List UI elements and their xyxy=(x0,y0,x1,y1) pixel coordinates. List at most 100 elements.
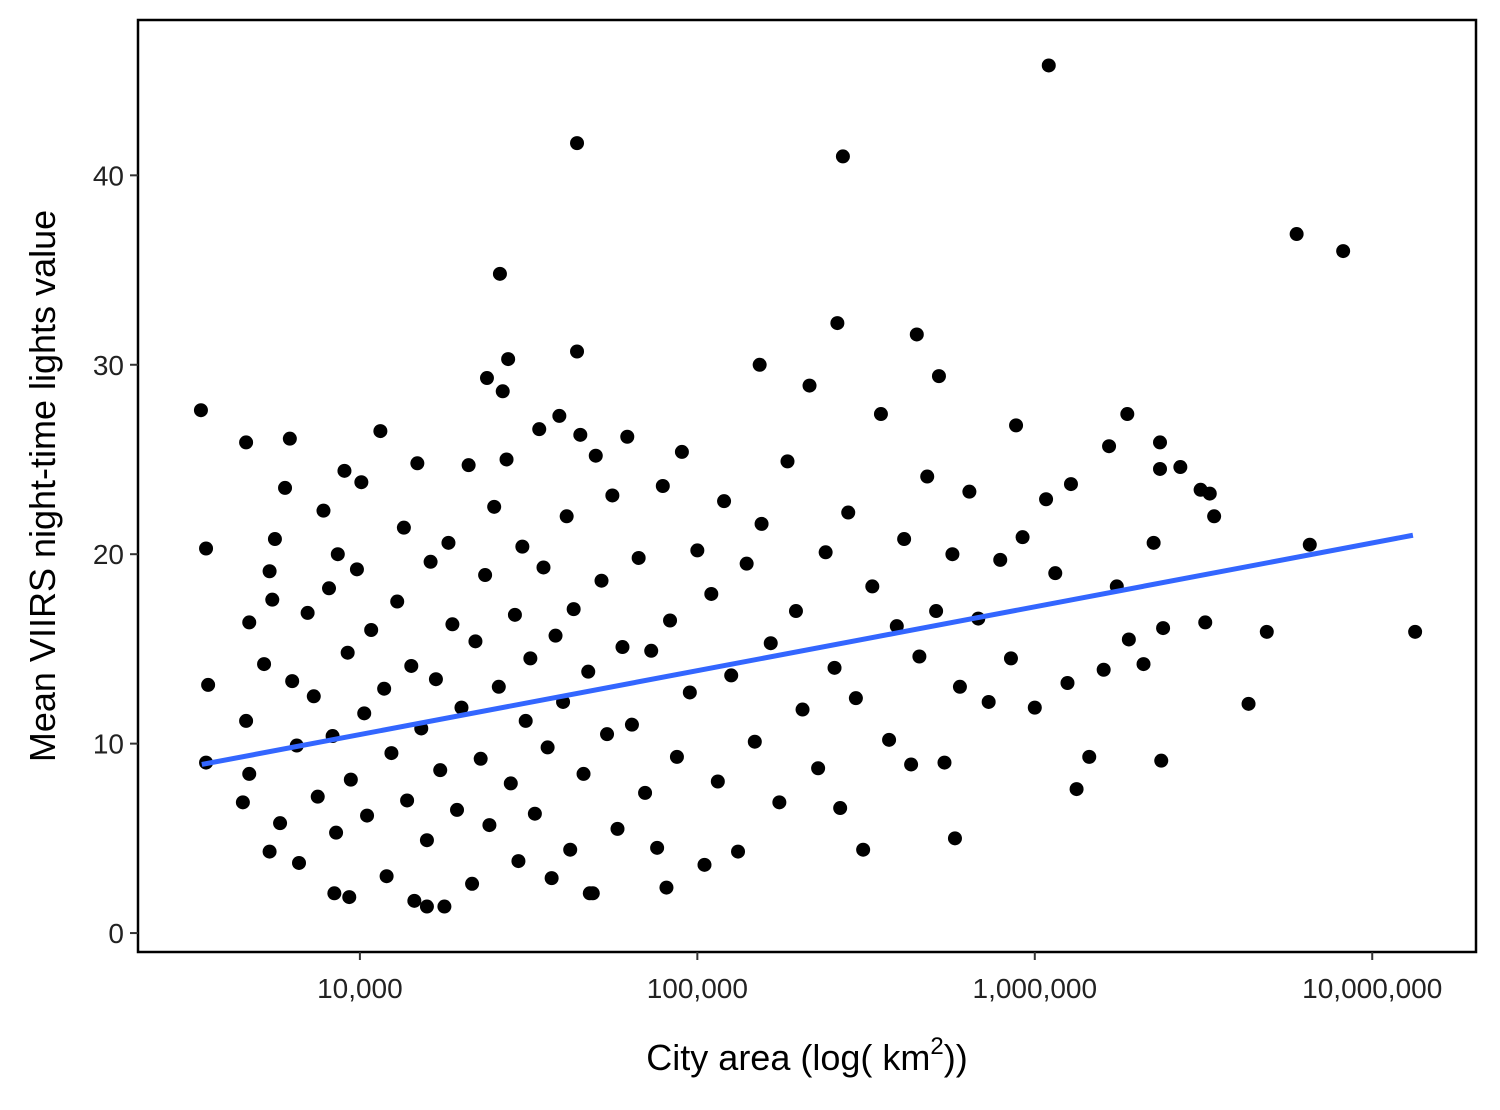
point xyxy=(754,516,769,531)
y-tick-label: 30 xyxy=(93,350,124,381)
point xyxy=(912,649,927,664)
point xyxy=(624,717,639,732)
x-tick-label: 10,000,000 xyxy=(1302,973,1442,1004)
point xyxy=(278,480,293,495)
point xyxy=(993,552,1008,567)
point xyxy=(570,344,585,359)
point xyxy=(605,488,620,503)
point xyxy=(1259,624,1274,639)
point xyxy=(1153,461,1168,476)
point xyxy=(739,556,754,571)
point xyxy=(1202,486,1217,501)
point xyxy=(404,658,419,673)
point xyxy=(1082,749,1097,764)
point xyxy=(492,266,507,281)
point xyxy=(377,681,392,696)
point xyxy=(674,444,689,459)
point xyxy=(897,532,912,547)
y-axis-title: Mean VIIRS night-time lights value xyxy=(22,210,63,762)
point xyxy=(306,689,321,704)
point xyxy=(239,713,254,728)
point xyxy=(450,802,465,817)
point xyxy=(445,617,460,632)
point xyxy=(400,793,415,808)
point xyxy=(423,554,438,569)
x-tick-label: 100,000 xyxy=(647,973,748,1004)
point xyxy=(410,456,425,471)
point xyxy=(441,535,456,550)
point xyxy=(615,640,630,655)
y-tick-label: 0 xyxy=(108,918,124,949)
point xyxy=(343,772,358,787)
point xyxy=(650,840,665,855)
point xyxy=(818,545,833,560)
point xyxy=(1408,624,1423,639)
point xyxy=(511,854,526,869)
point xyxy=(300,605,315,620)
point xyxy=(1207,509,1222,524)
point xyxy=(548,628,563,643)
point xyxy=(1302,537,1317,552)
point xyxy=(242,766,257,781)
x-axis-title-part: )) xyxy=(944,1037,968,1078)
point xyxy=(682,685,697,700)
point xyxy=(610,821,625,836)
point xyxy=(257,657,272,672)
point xyxy=(384,746,399,761)
point xyxy=(329,825,344,840)
point xyxy=(501,352,516,367)
point xyxy=(342,890,357,905)
point xyxy=(507,607,522,622)
point xyxy=(407,893,422,908)
point xyxy=(1173,460,1188,475)
point xyxy=(437,899,452,914)
point xyxy=(981,694,996,709)
point xyxy=(945,547,960,562)
point xyxy=(581,664,596,679)
point xyxy=(573,427,588,442)
point xyxy=(419,833,434,848)
point xyxy=(532,422,547,437)
point xyxy=(544,871,559,886)
point xyxy=(1063,477,1078,492)
point xyxy=(503,776,518,791)
y-tick-label: 10 xyxy=(93,729,124,760)
x-axis-title-sup: 2 xyxy=(930,1033,943,1060)
point xyxy=(479,371,494,386)
point xyxy=(947,831,962,846)
point xyxy=(285,674,300,689)
point xyxy=(499,452,514,467)
point xyxy=(265,592,280,607)
point xyxy=(747,734,762,749)
x-axis-title: City area (log( km2)) xyxy=(646,1033,967,1078)
point xyxy=(468,634,483,649)
point xyxy=(1241,696,1256,711)
point xyxy=(354,475,369,490)
point xyxy=(704,586,719,601)
point xyxy=(465,876,480,891)
point xyxy=(1009,418,1024,433)
point xyxy=(563,842,578,857)
point xyxy=(717,494,732,509)
point xyxy=(1154,753,1169,768)
point xyxy=(827,660,842,675)
point xyxy=(873,407,888,422)
point xyxy=(904,757,919,772)
point xyxy=(931,369,946,384)
point xyxy=(239,435,254,450)
point xyxy=(1003,651,1018,666)
point xyxy=(316,503,331,518)
point xyxy=(454,700,469,715)
point xyxy=(478,568,493,583)
x-tick-label: 10,000 xyxy=(317,973,403,1004)
point xyxy=(588,448,603,463)
point xyxy=(1039,492,1054,507)
point xyxy=(731,844,746,859)
point xyxy=(763,636,778,651)
point xyxy=(559,509,574,524)
point xyxy=(1146,535,1161,550)
point xyxy=(273,816,288,831)
point xyxy=(638,785,653,800)
